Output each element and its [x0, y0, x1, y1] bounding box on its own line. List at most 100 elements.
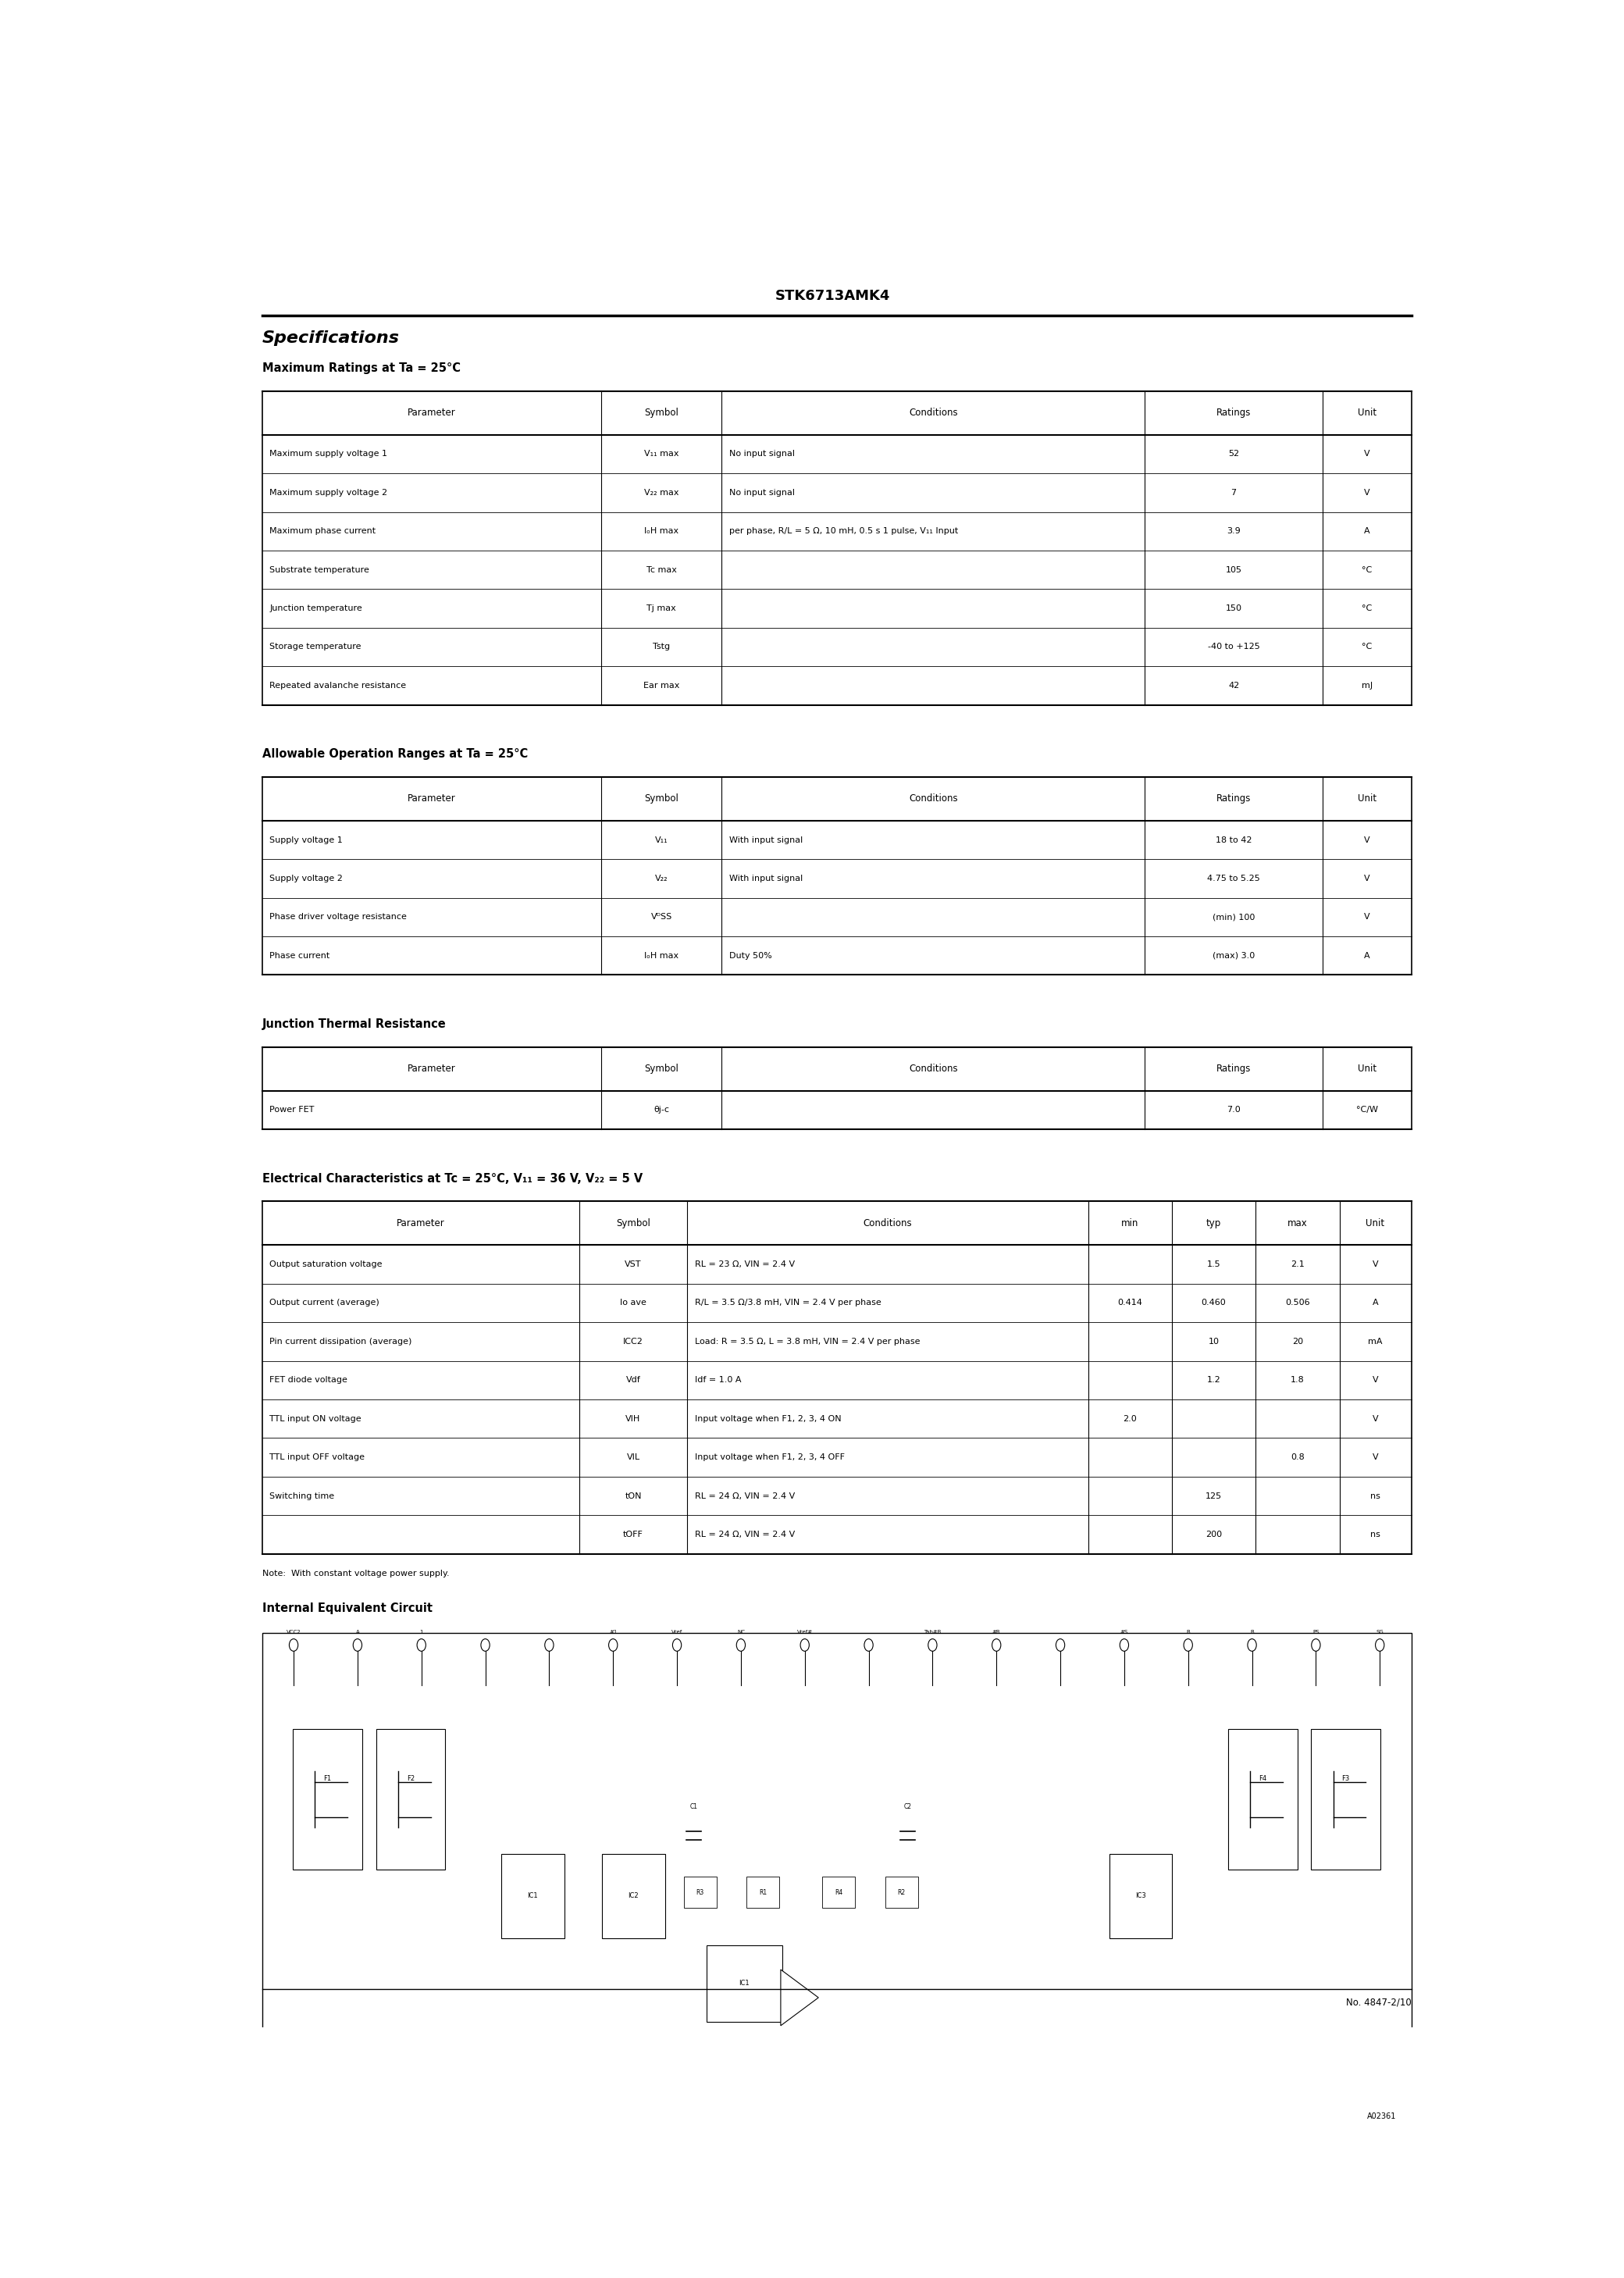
Text: Ratings: Ratings	[1216, 408, 1250, 417]
Text: 3.9: 3.9	[1226, 526, 1241, 535]
Bar	[706, 1945, 783, 2023]
Text: Duty 50%: Duty 50%	[729, 952, 771, 959]
Text: 1.5: 1.5	[1207, 1260, 1221, 1269]
Text: 10: 10	[1208, 1337, 1220, 1346]
Text: Parameter: Parameter	[408, 793, 456, 804]
Bar	[261, 1201, 1411, 1554]
Text: min: min	[1121, 1219, 1138, 1228]
Text: Tstg: Tstg	[653, 642, 671, 652]
Text: Tab#B: Tab#B	[924, 1629, 942, 1636]
Text: (min) 100: (min) 100	[1213, 913, 1255, 920]
Text: #S: #S	[1121, 1629, 1129, 1636]
Text: Repeated avalanche resistance: Repeated avalanche resistance	[270, 681, 406, 690]
Text: No input signal: No input signal	[729, 490, 794, 497]
Text: F1: F1	[323, 1775, 331, 1781]
Bar	[1311, 1729, 1380, 1870]
Text: RL = 24 Ω, VIN = 2.4 V: RL = 24 Ω, VIN = 2.4 V	[695, 1531, 794, 1538]
Text: Power FET: Power FET	[270, 1107, 315, 1114]
Text: Junction temperature: Junction temperature	[270, 604, 362, 613]
Text: Phase driver voltage resistance: Phase driver voltage resistance	[270, 913, 408, 920]
Text: Symbol: Symbol	[645, 1064, 679, 1073]
Text: 7.0: 7.0	[1226, 1107, 1241, 1114]
Text: Ratings: Ratings	[1216, 1064, 1250, 1073]
Text: °C/W: °C/W	[1356, 1107, 1377, 1114]
Bar	[885, 1877, 918, 1909]
Text: A02361: A02361	[1367, 2112, 1397, 2121]
Bar	[1228, 1729, 1298, 1870]
Text: No input signal: No input signal	[729, 451, 794, 458]
Text: 2.0: 2.0	[1124, 1415, 1137, 1424]
Text: Allowable Operation Ranges at Ta = 25°C: Allowable Operation Ranges at Ta = 25°C	[261, 747, 528, 761]
Polygon shape	[781, 1970, 818, 2025]
Text: 0.460: 0.460	[1202, 1298, 1226, 1308]
Text: TTL input OFF voltage: TTL input OFF voltage	[270, 1453, 365, 1460]
Text: Supply voltage 1: Supply voltage 1	[270, 836, 343, 843]
Text: -40 to +125: -40 to +125	[1208, 642, 1260, 652]
Text: F3: F3	[1341, 1775, 1350, 1781]
Text: A: A	[356, 1629, 359, 1636]
Bar	[261, 777, 1411, 975]
Text: Input voltage when F1, 2, 3, 4 OFF: Input voltage when F1, 2, 3, 4 OFF	[695, 1453, 844, 1460]
Text: 2.1: 2.1	[1291, 1260, 1304, 1269]
Text: B: B	[1186, 1629, 1190, 1636]
Text: F4: F4	[1259, 1775, 1267, 1781]
Text: max: max	[1288, 1219, 1307, 1228]
Text: Maximum supply voltage 1: Maximum supply voltage 1	[270, 451, 388, 458]
Text: tON: tON	[625, 1492, 641, 1499]
Text: V: V	[1372, 1453, 1379, 1460]
Text: VᴰSS: VᴰSS	[651, 913, 672, 920]
Text: R4: R4	[835, 1888, 843, 1895]
Text: Symbol: Symbol	[645, 793, 679, 804]
Text: V: V	[1364, 451, 1371, 458]
Text: Specifications: Specifications	[261, 330, 400, 346]
Text: Output saturation voltage: Output saturation voltage	[270, 1260, 383, 1269]
Text: ns: ns	[1371, 1492, 1380, 1499]
Text: Ear max: Ear max	[643, 681, 679, 690]
Text: Maximum phase current: Maximum phase current	[270, 526, 377, 535]
Text: V: V	[1372, 1376, 1379, 1385]
Bar	[261, 1633, 1411, 2139]
Text: R2: R2	[898, 1888, 906, 1895]
Text: Tc max: Tc max	[646, 565, 677, 574]
Text: tOFF: tOFF	[624, 1531, 643, 1538]
Text: 0.8: 0.8	[1291, 1453, 1304, 1460]
Text: 4.75 to 5.25: 4.75 to 5.25	[1207, 875, 1260, 882]
Text: IC1: IC1	[528, 1893, 538, 1900]
Text: A: A	[1364, 526, 1371, 535]
Text: 20: 20	[1293, 1337, 1302, 1346]
Text: V: V	[1364, 490, 1371, 497]
Text: Junction Thermal Resistance: Junction Thermal Resistance	[261, 1018, 447, 1030]
Bar	[822, 1877, 854, 1909]
Text: Unit: Unit	[1358, 793, 1377, 804]
Bar	[603, 1854, 664, 1939]
Text: Vref#: Vref#	[797, 1629, 812, 1636]
Text: 1.8: 1.8	[1291, 1376, 1304, 1385]
Text: Pin current dissipation (average): Pin current dissipation (average)	[270, 1337, 412, 1346]
Text: °C: °C	[1363, 565, 1372, 574]
Text: Parameter: Parameter	[396, 1219, 445, 1228]
Text: Ratings: Ratings	[1216, 793, 1250, 804]
Text: (max) 3.0: (max) 3.0	[1213, 952, 1255, 959]
Text: Conditions: Conditions	[909, 793, 958, 804]
Text: VIL: VIL	[627, 1453, 640, 1460]
Text: Conditions: Conditions	[862, 1219, 913, 1228]
Text: VCC2: VCC2	[286, 1629, 300, 1636]
Text: PS: PS	[1312, 1629, 1319, 1636]
Text: V₁₁ max: V₁₁ max	[645, 451, 679, 458]
Text: mJ: mJ	[1361, 681, 1372, 690]
Text: C2: C2	[905, 1802, 911, 1811]
Text: θj-c: θj-c	[653, 1107, 669, 1114]
Text: 105: 105	[1226, 565, 1242, 574]
Text: 52: 52	[1228, 451, 1239, 458]
Bar	[292, 1729, 362, 1870]
Text: ns: ns	[1371, 1531, 1380, 1538]
Text: IₒH max: IₒH max	[645, 526, 679, 535]
Text: 18 to 42: 18 to 42	[1216, 836, 1252, 843]
Text: Load: R = 3.5 Ω, L = 3.8 mH, VIN = 2.4 V per phase: Load: R = 3.5 Ω, L = 3.8 mH, VIN = 2.4 V…	[695, 1337, 919, 1346]
Text: Input voltage when F1, 2, 3, 4 ON: Input voltage when F1, 2, 3, 4 ON	[695, 1415, 841, 1424]
Text: RL = 24 Ω, VIN = 2.4 V: RL = 24 Ω, VIN = 2.4 V	[695, 1492, 794, 1499]
Text: Note:  With constant voltage power supply.: Note: With constant voltage power supply…	[261, 1570, 450, 1576]
Text: IₒH max: IₒH max	[645, 952, 679, 959]
Text: R1: R1	[758, 1888, 767, 1895]
Text: B: B	[1250, 1629, 1254, 1636]
